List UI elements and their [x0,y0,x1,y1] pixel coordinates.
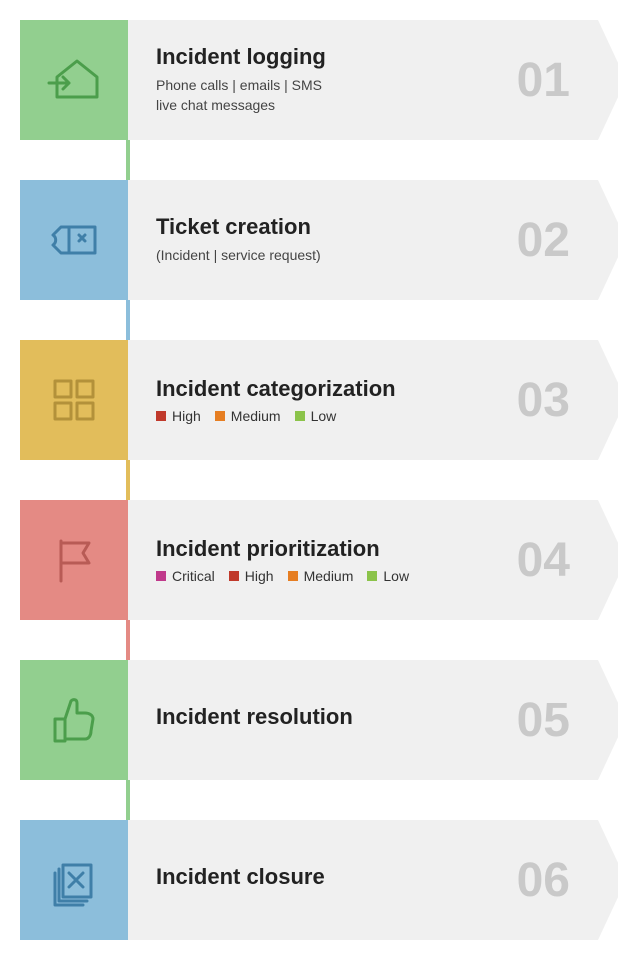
arrow-icon [598,820,618,940]
priority-swatch [288,571,298,581]
priority-label: Critical [172,568,215,584]
step-icon-box [20,180,128,300]
step-tags: Critical High Medium Low [156,568,501,584]
step-title: Ticket creation [156,214,501,240]
step: Incident prioritization Critical High Mediu… [20,500,598,620]
step-subtitle: Phone calls | emails | SMSlive chat mess… [156,76,501,115]
priority-tag: High [156,408,201,424]
step-connector [126,140,130,180]
step-number: 06 [517,853,570,908]
step-subtitle-line: Phone calls | emails | SMS [156,76,501,96]
step-content: Ticket creation (Incident | service reque… [128,180,598,300]
step-title: Incident logging [156,44,501,70]
step-icon-box [20,660,128,780]
priority-tag: Medium [215,408,281,424]
priority-label: Medium [304,568,354,584]
close-docs-icon [47,853,101,907]
step-icon-box [20,340,128,460]
priority-tag: Critical [156,568,215,584]
priority-tag: Low [367,568,409,584]
priority-label: Low [383,568,409,584]
priority-label: High [172,408,201,424]
step-title: Incident resolution [156,704,501,730]
step: Incident closure 06 [20,820,598,940]
house-in-icon [47,53,101,107]
step: Incident categorization High Medium Low 03 [20,340,598,460]
priority-swatch [156,411,166,421]
flag-icon [47,533,101,587]
step: Incident logging Phone calls | emails | S… [20,20,598,140]
arrow-icon [598,500,618,620]
step-connector [126,620,130,660]
step-number: 02 [517,213,570,268]
step-title: Incident closure [156,864,501,890]
step: Incident resolution 05 [20,660,598,780]
steps-container: Incident logging Phone calls | emails | S… [20,20,598,940]
step-icon-box [20,20,128,140]
step-content: Incident prioritization Critical High Mediu… [128,500,598,620]
priority-label: Low [311,408,337,424]
step-number: 04 [517,533,570,588]
step-number: 01 [517,53,570,108]
priority-swatch [215,411,225,421]
step-number: 05 [517,693,570,748]
step: Ticket creation (Incident | service reque… [20,180,598,300]
step-icon-box [20,820,128,940]
step-content: Incident logging Phone calls | emails | S… [128,20,598,140]
arrow-icon [598,180,618,300]
step-title: Incident categorization [156,376,501,402]
priority-tag: High [229,568,274,584]
priority-swatch [229,571,239,581]
step-content: Incident resolution 05 [128,660,598,780]
priority-swatch [295,411,305,421]
step-connector [126,780,130,820]
step-subtitle-line: (Incident | service request) [156,246,501,266]
priority-label: High [245,568,274,584]
step-content: Incident closure 06 [128,820,598,940]
step-tags: High Medium Low [156,408,501,424]
arrow-icon [598,340,618,460]
priority-tag: Low [295,408,337,424]
step-content: Incident categorization High Medium Low 03 [128,340,598,460]
step-subtitle: (Incident | service request) [156,246,501,266]
grid-icon [47,373,101,427]
priority-swatch [367,571,377,581]
thumbs-up-icon [47,693,101,747]
step-connector [126,300,130,340]
step-icon-box [20,500,128,620]
priority-swatch [156,571,166,581]
step-subtitle-line: live chat messages [156,96,501,116]
priority-tag: Medium [288,568,354,584]
step-title: Incident prioritization [156,536,501,562]
arrow-icon [598,660,618,780]
step-number: 03 [517,373,570,428]
ticket-icon [47,213,101,267]
priority-label: Medium [231,408,281,424]
arrow-icon [598,20,618,140]
step-connector [126,460,130,500]
